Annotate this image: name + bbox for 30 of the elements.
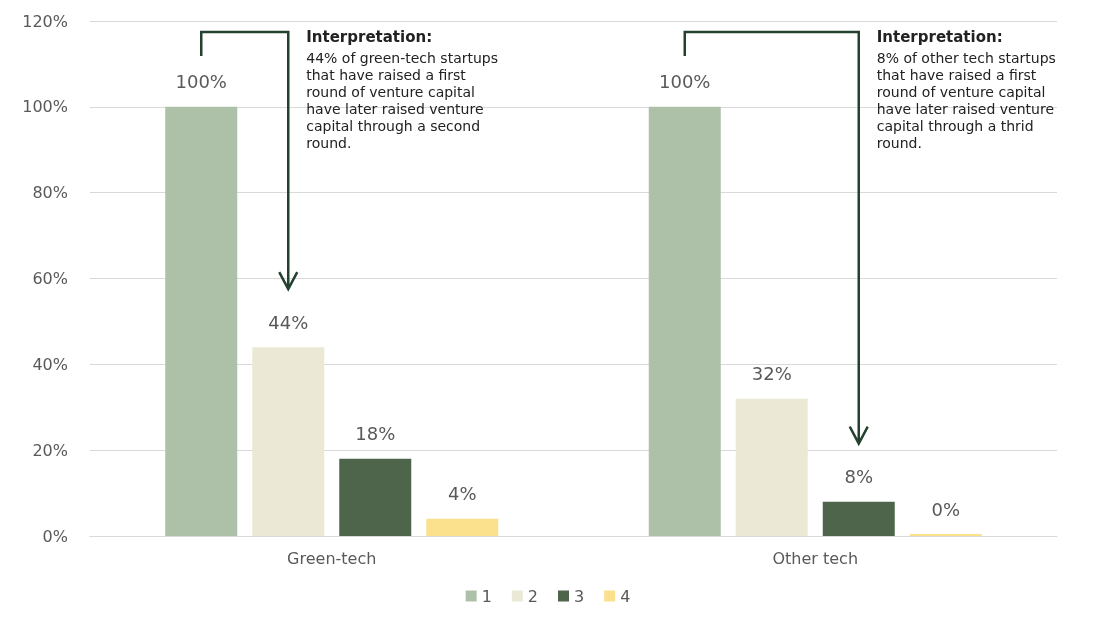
- x-tick-label: Green-tech: [287, 548, 377, 568]
- y-tick-label: 40%: [32, 354, 68, 374]
- legend-label: 4: [620, 586, 631, 606]
- bar: [426, 518, 499, 536]
- y-tick-label: 0%: [42, 526, 68, 546]
- bar: [648, 106, 721, 536]
- legend-label: 2: [527, 586, 539, 606]
- data-label: 100%: [659, 71, 711, 93]
- bar: [165, 106, 238, 536]
- bar: [339, 458, 412, 536]
- data-label: 4%: [447, 483, 477, 505]
- data-label: 0%: [931, 498, 961, 520]
- data-label: 32%: [751, 363, 792, 385]
- x-tick-label: Other tech: [772, 548, 859, 568]
- data-label: 18%: [355, 423, 396, 445]
- legend-label: 3: [574, 586, 585, 606]
- y-tick-label: 120%: [22, 11, 68, 31]
- y-tick-label: 60%: [32, 269, 68, 288]
- annotation: Interpretation: 8% of other tech startups that have raised a first round of venture capital have later raised venture capital through a thrid round.: [876, 28, 1057, 151]
- bar: [252, 347, 325, 536]
- data-label: 44%: [268, 311, 309, 333]
- bar: [822, 501, 895, 536]
- y-tick-label: 20%: [32, 440, 68, 460]
- data-label: 8%: [844, 466, 874, 488]
- y-tick-label: 100%: [22, 97, 68, 117]
- bar: [735, 398, 808, 536]
- data-label: 100%: [175, 71, 227, 93]
- legend-label: 1: [481, 586, 492, 606]
- annotation: Interpretation: 44% of green-tech startups that have raised a first round of venture capital have later raised venture capital through a second round.: [306, 28, 500, 151]
- y-tick-label: 80%: [32, 183, 68, 203]
